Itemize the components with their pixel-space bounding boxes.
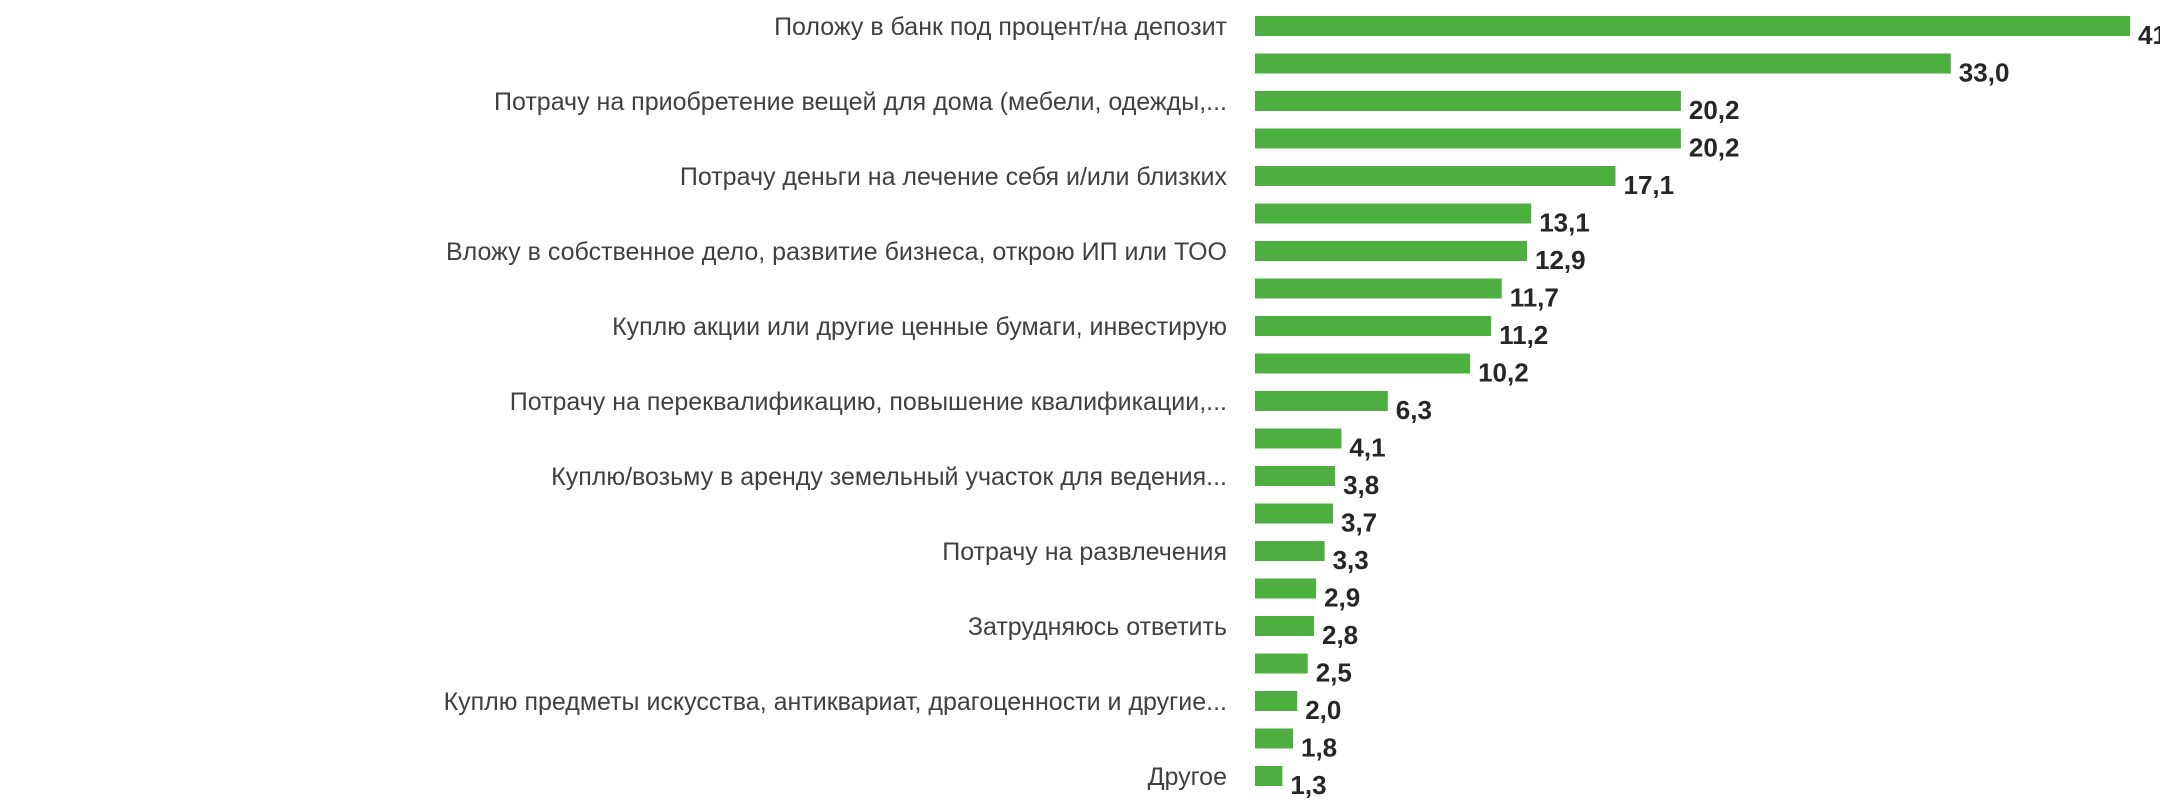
bar: [1255, 391, 1388, 411]
data-label: 1,3: [1290, 770, 1326, 800]
bar: [1255, 616, 1314, 636]
category-label: Другое: [1148, 763, 1227, 791]
data-label: 1,8: [1301, 733, 1337, 763]
bars-group: [1255, 16, 2130, 786]
category-label: Потрачу на приобретение вещей для дома (…: [494, 88, 1227, 116]
category-labels-group: Положу в банк под процент/на депозит Потр…: [444, 13, 1228, 791]
data-label: 41,5: [2138, 20, 2160, 50]
data-label: 20,2: [1689, 95, 1740, 125]
category-label: Положу в банк под процент/на депозит: [774, 13, 1227, 41]
data-label: 13,1: [1539, 208, 1590, 238]
bar: [1255, 428, 1342, 449]
bar: [1255, 466, 1336, 486]
bar: [1255, 241, 1527, 261]
bar: [1255, 728, 1293, 749]
value-labels-group: 41,5 33,0 20,2 20,2 17,1 13,1 12,9 11,7 11,2 10,2…: [1290, 20, 2160, 800]
bar: [1255, 578, 1317, 599]
data-label: 6,3: [1396, 395, 1432, 425]
data-label: 2,0: [1305, 695, 1341, 725]
bar: [1255, 16, 2130, 36]
category-label: Потрачу на переквалификацию, повышение к…: [510, 388, 1227, 416]
bar: [1255, 316, 1492, 336]
bar: [1255, 166, 1616, 186]
data-label: 3,7: [1341, 508, 1377, 538]
data-label: 11,7: [1510, 283, 1559, 313]
bar: [1255, 353, 1471, 374]
data-label: 33,0: [1959, 58, 2010, 88]
data-label: 2,8: [1322, 620, 1358, 650]
data-label: 3,3: [1333, 545, 1369, 575]
data-label: 17,1: [1624, 170, 1675, 200]
category-label: Потрачу на развлечения: [942, 538, 1227, 566]
data-label: 11,2: [1499, 320, 1548, 350]
category-label: Куплю/возьму в аренду земельный участок …: [551, 463, 1227, 491]
bar: [1255, 503, 1333, 524]
data-label: 4,1: [1349, 433, 1385, 463]
bar: [1255, 278, 1502, 299]
data-label: 20,2: [1689, 133, 1740, 163]
bar: [1255, 691, 1298, 711]
bar: [1255, 91, 1681, 111]
category-label: Потрачу деньги на лечение себя и/или бли…: [680, 163, 1228, 191]
data-label: 12,9: [1535, 245, 1586, 275]
category-label: Затрудняюсь ответить: [968, 613, 1227, 641]
bar: [1255, 53, 1951, 74]
data-label: 10,2: [1478, 358, 1529, 388]
bar: [1255, 203, 1532, 224]
category-label: Куплю акции или другие ценные бумаги, ин…: [612, 313, 1227, 341]
bar: [1255, 541, 1325, 561]
data-label: 2,5: [1316, 658, 1352, 688]
bar: [1255, 653, 1308, 674]
data-label: 2,9: [1324, 583, 1360, 613]
data-label: 3,8: [1343, 470, 1379, 500]
bar: [1255, 766, 1283, 786]
bar: [1255, 128, 1681, 149]
category-label: Куплю предметы искусства, антиквариат, д…: [444, 688, 1227, 716]
category-label: Вложу в собственное дело, развитие бизне…: [446, 238, 1227, 266]
